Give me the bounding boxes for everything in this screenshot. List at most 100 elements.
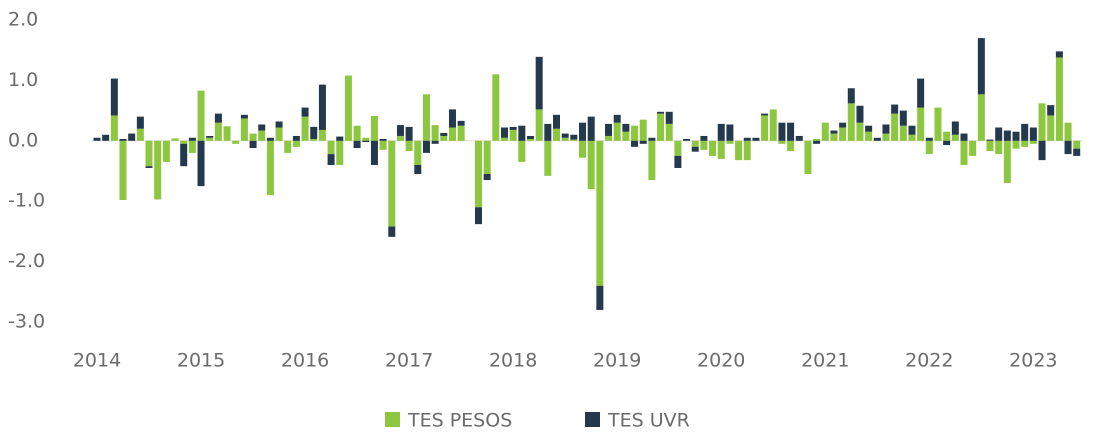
bar-segment <box>509 129 517 141</box>
bar-segment <box>422 140 430 153</box>
bar-segment <box>752 137 760 141</box>
bar-segment <box>579 122 587 141</box>
bar-segment <box>561 133 569 138</box>
bar-segment <box>778 122 786 141</box>
bar-segment <box>613 114 621 123</box>
bar-segment <box>804 140 812 175</box>
bar-segment <box>310 138 318 141</box>
y-tick-label: -3.0 <box>8 311 45 333</box>
bar-segment <box>882 124 890 134</box>
bar-segment <box>206 137 214 141</box>
bar-segment <box>856 122 864 141</box>
bar-segment <box>474 207 482 225</box>
bar-segment <box>665 123 673 141</box>
bar-segment <box>544 140 552 176</box>
legend-swatch <box>385 412 400 427</box>
bar-segment <box>310 126 318 139</box>
bar-segment <box>882 133 890 141</box>
bar-segment <box>518 125 526 141</box>
bar-segment <box>405 126 413 141</box>
bar-segment <box>509 126 517 130</box>
bar-segment <box>951 134 959 141</box>
bar-segment <box>110 115 118 141</box>
bar-segment <box>769 109 777 141</box>
bar-segment <box>925 137 933 141</box>
bar-segment <box>587 140 595 190</box>
bar-segment <box>986 139 994 141</box>
bar-segment <box>813 138 821 141</box>
bar-segment <box>266 140 274 196</box>
bar-segment <box>1021 123 1029 141</box>
bar-segment <box>301 116 309 141</box>
y-tick-label: -2.0 <box>8 250 45 272</box>
bar-segment <box>318 129 326 141</box>
x-tick-label: 2018 <box>489 350 537 372</box>
bar-segment <box>145 140 153 167</box>
bar-segment <box>93 137 101 141</box>
legend-label: TES UVR <box>607 410 690 432</box>
bar-segment <box>154 140 162 200</box>
bar-segment <box>535 56 543 110</box>
x-tick-label: 2014 <box>73 350 121 372</box>
bar-segment <box>787 140 795 152</box>
bar-segment <box>622 131 630 141</box>
bar-segment <box>1038 103 1046 141</box>
bar-segment <box>570 134 578 140</box>
bar-segment <box>1012 140 1020 149</box>
bar-segment <box>977 38 985 95</box>
bar-segment <box>821 122 829 141</box>
bar-segment <box>691 146 699 152</box>
bar-segment <box>457 120 465 126</box>
bar-segment <box>180 143 188 167</box>
bar-segment <box>943 131 951 141</box>
bar-segment <box>353 140 361 149</box>
bar-segment <box>726 124 734 141</box>
bar-segment <box>214 122 222 141</box>
bar-segment <box>292 135 300 141</box>
bar-segment <box>995 140 1003 155</box>
bar-segment <box>761 115 769 141</box>
bar-segment <box>847 103 855 141</box>
x-tick-label: 2022 <box>905 350 953 372</box>
x-tick-label: 2015 <box>177 350 225 372</box>
bar-segment <box>180 140 188 144</box>
bar-segment <box>830 133 838 141</box>
bar-segment <box>917 107 925 141</box>
x-tick-label: 2017 <box>385 350 433 372</box>
bar-segment <box>917 78 925 108</box>
bar-segment <box>500 137 508 141</box>
bar-segment <box>1038 140 1046 161</box>
bar-segment <box>370 116 378 141</box>
bar-segment <box>284 140 292 153</box>
bar-segment <box>1012 131 1020 141</box>
bar-segment <box>1073 148 1081 156</box>
bar-segment <box>778 140 786 144</box>
bar-segment <box>1021 140 1029 147</box>
bar-segment <box>518 140 526 162</box>
bar-segment <box>665 111 673 124</box>
bar-segment <box>344 75 352 141</box>
bar-segment <box>639 140 647 144</box>
bar-segment <box>908 134 916 141</box>
bar-segment <box>396 135 404 141</box>
bar-segment <box>327 154 335 165</box>
bar-segment <box>865 125 873 132</box>
bar-segment <box>648 137 656 141</box>
bar-segment <box>527 135 534 139</box>
bar-segment <box>292 140 300 147</box>
bar-segment <box>431 125 439 141</box>
bar-segment <box>483 140 491 175</box>
bar-segment <box>873 137 881 141</box>
bar-segment <box>1055 57 1063 141</box>
bar-segment <box>240 118 248 141</box>
bar-segment <box>1029 127 1037 141</box>
bar-segment <box>197 140 205 187</box>
bar-segment <box>422 94 430 141</box>
bar-segment <box>717 123 725 141</box>
bar-segment <box>735 140 743 161</box>
bar-segment <box>240 114 248 119</box>
bar-segment <box>561 137 569 141</box>
x-tick-label: 2021 <box>801 350 849 372</box>
bar-segment <box>657 111 665 114</box>
bar-segment <box>483 174 491 181</box>
